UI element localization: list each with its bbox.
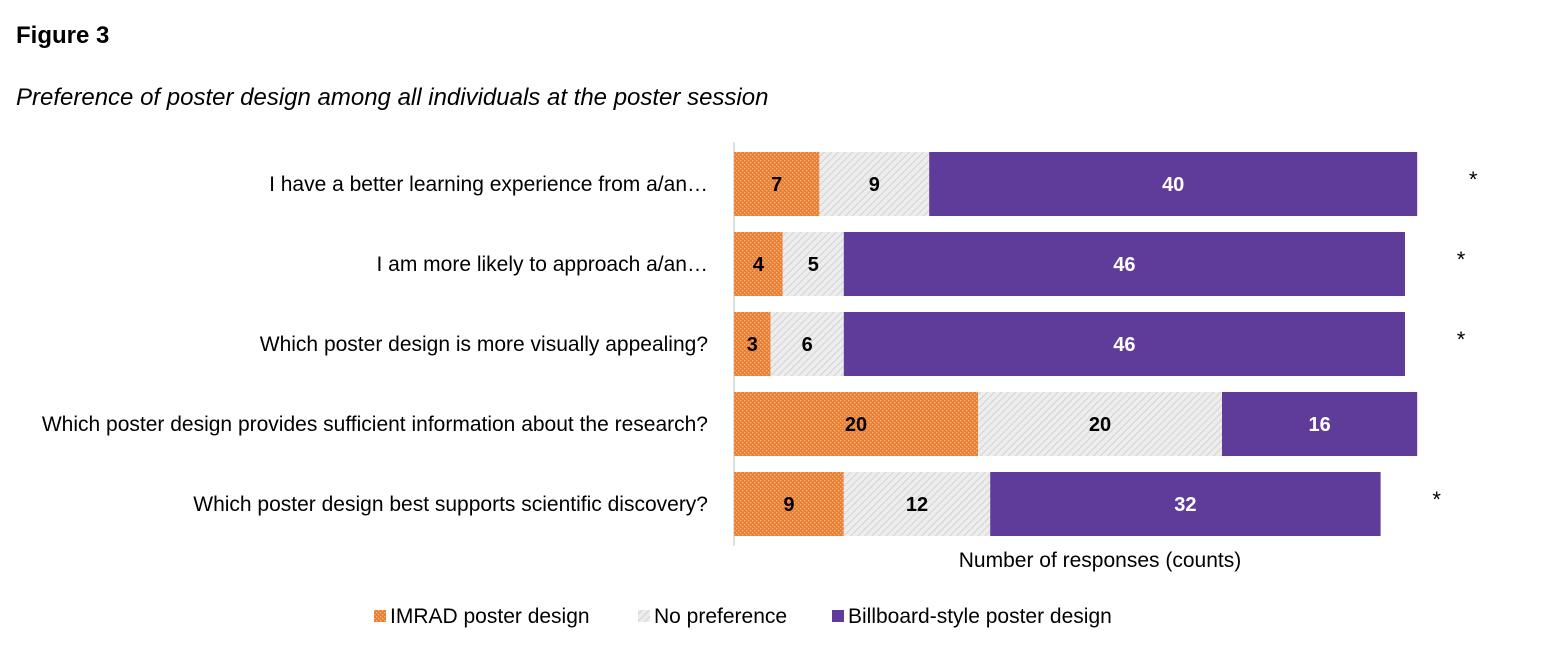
- legend-swatch: [832, 610, 844, 622]
- data-label: 20: [845, 414, 867, 436]
- data-label: 4: [753, 254, 765, 276]
- data-label: 40: [1162, 174, 1184, 196]
- legend-swatch: [638, 610, 650, 622]
- data-label: 32: [1174, 494, 1196, 516]
- data-label: 12: [906, 494, 928, 516]
- bar-segment: [1222, 392, 1418, 456]
- bar-segment: [734, 152, 820, 216]
- data-label: 5: [808, 254, 819, 276]
- bar-segment: [843, 312, 1405, 376]
- significance-marker: *: [1457, 327, 1466, 352]
- bar-segment: [978, 392, 1222, 456]
- figure-label: Figure 3: [16, 22, 110, 49]
- bar-segment: [734, 392, 978, 456]
- bar-segment: [734, 232, 783, 296]
- data-label: 6: [802, 334, 813, 356]
- legend: IMRAD poster design No preference Billboar…: [374, 605, 1112, 628]
- bar-segment: [782, 232, 844, 296]
- x-axis-title: Number of responses (counts): [959, 549, 1241, 572]
- significance-marker: *: [1457, 247, 1466, 272]
- data-label: 9: [783, 494, 794, 516]
- category-label: Which poster design provides sufficient …: [42, 413, 708, 436]
- bar-segment: [770, 312, 844, 376]
- category-label: I am more likely to approach a/an…: [377, 253, 709, 276]
- category-label: Which poster design is more visually app…: [260, 333, 708, 356]
- legend-swatch: [374, 610, 386, 622]
- bar-segment: [734, 312, 771, 376]
- data-label: 16: [1308, 414, 1330, 436]
- data-label: 3: [747, 334, 758, 356]
- legend-entry: Billboard-style poster design: [848, 605, 1112, 628]
- category-label: I have a better learning experience from…: [269, 173, 708, 196]
- bar-segment: [990, 472, 1381, 536]
- data-label: 46: [1113, 334, 1135, 356]
- bar-segment: [734, 472, 844, 536]
- bar-segment: [843, 232, 1405, 296]
- bar-segment: [819, 152, 930, 216]
- legend-entry: No preference: [654, 605, 787, 628]
- data-label: 20: [1089, 414, 1111, 436]
- bar-segment: [843, 472, 991, 536]
- data-label: 46: [1113, 254, 1135, 276]
- data-label: 7: [771, 174, 782, 196]
- chart-title: Preference of poster design among all in…: [16, 84, 769, 111]
- legend-entry: IMRAD poster design: [390, 605, 590, 628]
- bar-segment: [929, 152, 1418, 216]
- data-label: 9: [869, 174, 880, 196]
- significance-marker: *: [1469, 167, 1478, 192]
- significance-marker: *: [1432, 487, 1441, 512]
- category-label: Which poster design best supports scient…: [193, 493, 708, 516]
